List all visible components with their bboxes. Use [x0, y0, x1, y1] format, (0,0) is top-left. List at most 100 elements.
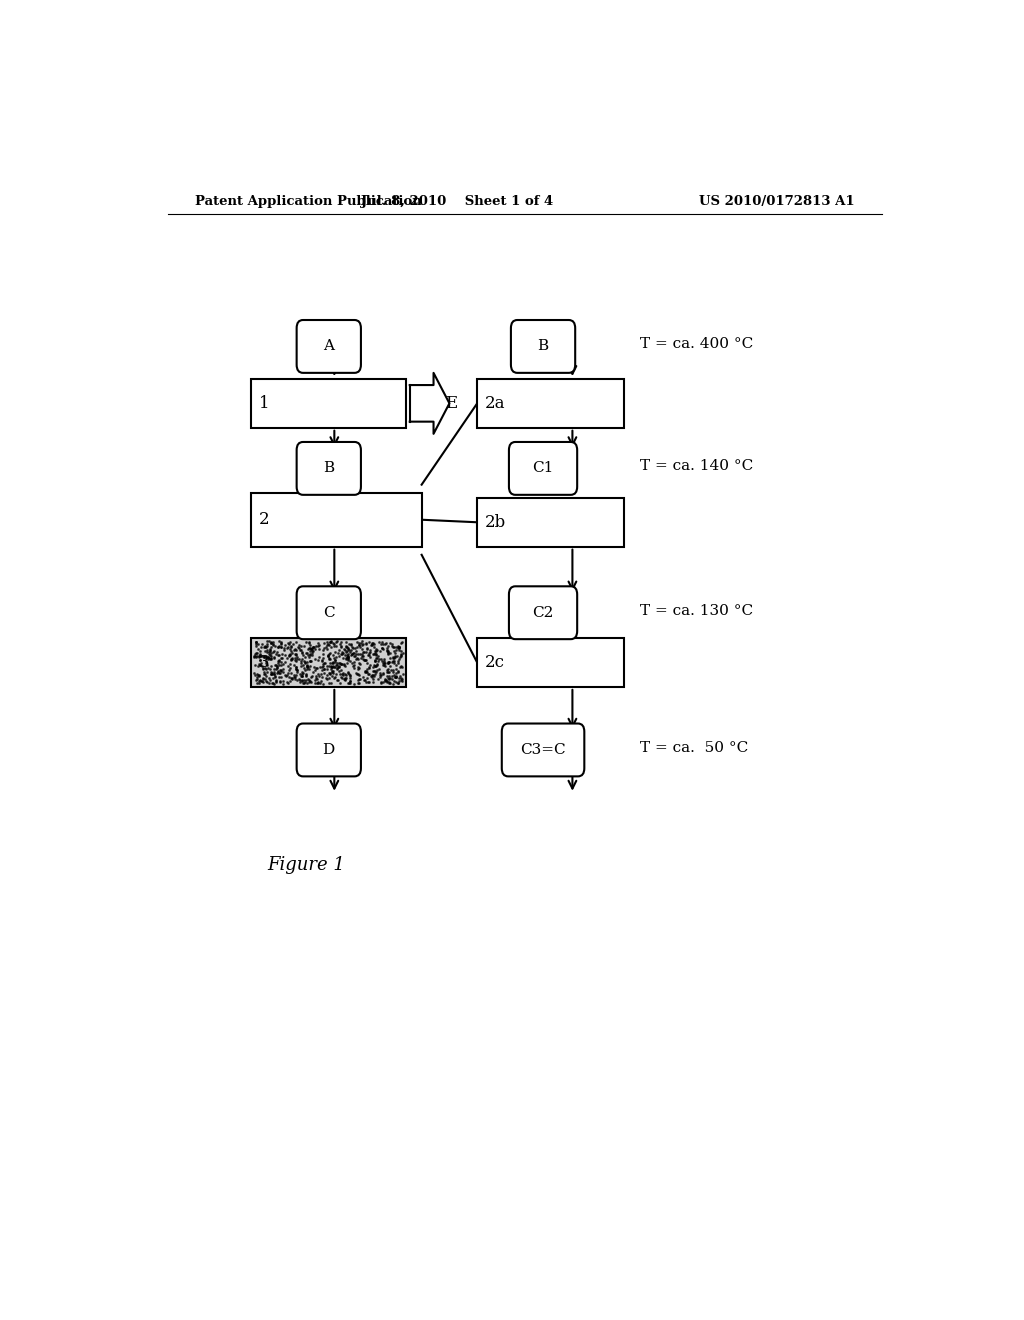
Point — [329, 655, 345, 676]
Point — [299, 655, 315, 676]
Point — [322, 664, 338, 685]
Point — [391, 636, 408, 657]
Point — [286, 653, 302, 675]
Point — [390, 635, 407, 656]
Point — [259, 636, 275, 657]
Point — [367, 664, 383, 685]
Point — [254, 645, 270, 667]
Point — [370, 668, 386, 689]
Point — [294, 661, 310, 682]
Point — [321, 648, 337, 669]
Point — [268, 655, 285, 676]
Point — [375, 652, 391, 673]
Point — [279, 672, 295, 693]
Point — [316, 638, 333, 659]
Point — [312, 672, 329, 693]
Point — [308, 668, 325, 689]
Point — [349, 664, 366, 685]
Point — [282, 645, 298, 667]
Point — [341, 663, 357, 684]
Point — [346, 643, 362, 664]
Point — [360, 657, 377, 678]
Point — [263, 656, 280, 677]
Point — [248, 631, 264, 652]
Point — [326, 647, 342, 668]
Point — [261, 668, 278, 689]
Point — [337, 668, 353, 689]
Point — [368, 661, 384, 682]
Point — [333, 667, 349, 688]
Point — [352, 636, 369, 657]
Point — [256, 661, 272, 682]
Point — [342, 642, 358, 663]
Point — [330, 671, 346, 692]
Point — [272, 660, 289, 681]
Point — [372, 664, 388, 685]
Point — [353, 647, 370, 668]
Point — [311, 665, 328, 686]
Point — [308, 635, 325, 656]
Point — [299, 659, 315, 680]
Point — [264, 663, 281, 684]
Point — [391, 638, 408, 659]
Point — [355, 648, 372, 669]
Point — [312, 671, 329, 692]
Text: D: D — [323, 743, 335, 756]
Point — [380, 651, 396, 672]
Point — [309, 664, 326, 685]
Point — [366, 634, 382, 655]
Point — [283, 668, 299, 689]
Point — [283, 640, 299, 661]
Point — [284, 648, 300, 669]
Point — [275, 639, 292, 660]
Point — [259, 661, 275, 682]
Point — [269, 636, 286, 657]
Point — [350, 663, 367, 684]
Point — [358, 659, 375, 680]
Point — [337, 639, 353, 660]
Point — [264, 664, 281, 685]
Point — [271, 663, 288, 684]
Point — [394, 669, 411, 690]
Point — [386, 648, 402, 669]
Point — [252, 653, 268, 675]
Point — [321, 648, 337, 669]
Point — [283, 663, 299, 684]
Point — [336, 653, 352, 675]
Point — [357, 649, 374, 671]
Point — [269, 651, 286, 672]
Point — [327, 649, 343, 671]
Point — [357, 649, 374, 671]
Point — [336, 664, 352, 685]
Point — [338, 636, 354, 657]
Point — [263, 648, 280, 669]
Point — [280, 636, 296, 657]
Point — [309, 668, 326, 689]
Point — [280, 672, 296, 693]
Point — [271, 649, 288, 671]
Point — [370, 660, 386, 681]
Point — [351, 652, 368, 673]
Point — [288, 631, 304, 652]
Point — [381, 672, 397, 693]
Point — [334, 644, 350, 665]
Point — [369, 653, 385, 675]
Point — [340, 647, 356, 668]
Point — [329, 653, 345, 675]
Point — [311, 639, 328, 660]
Point — [266, 648, 283, 669]
Point — [382, 673, 398, 694]
Point — [388, 659, 404, 680]
Point — [316, 632, 333, 653]
Point — [247, 644, 263, 665]
Point — [380, 651, 396, 672]
Point — [386, 640, 402, 661]
Point — [394, 664, 411, 685]
Point — [346, 657, 362, 678]
Point — [328, 664, 344, 685]
Point — [273, 632, 290, 653]
Point — [391, 648, 408, 669]
Point — [355, 669, 372, 690]
Point — [329, 657, 345, 678]
Point — [300, 668, 316, 689]
